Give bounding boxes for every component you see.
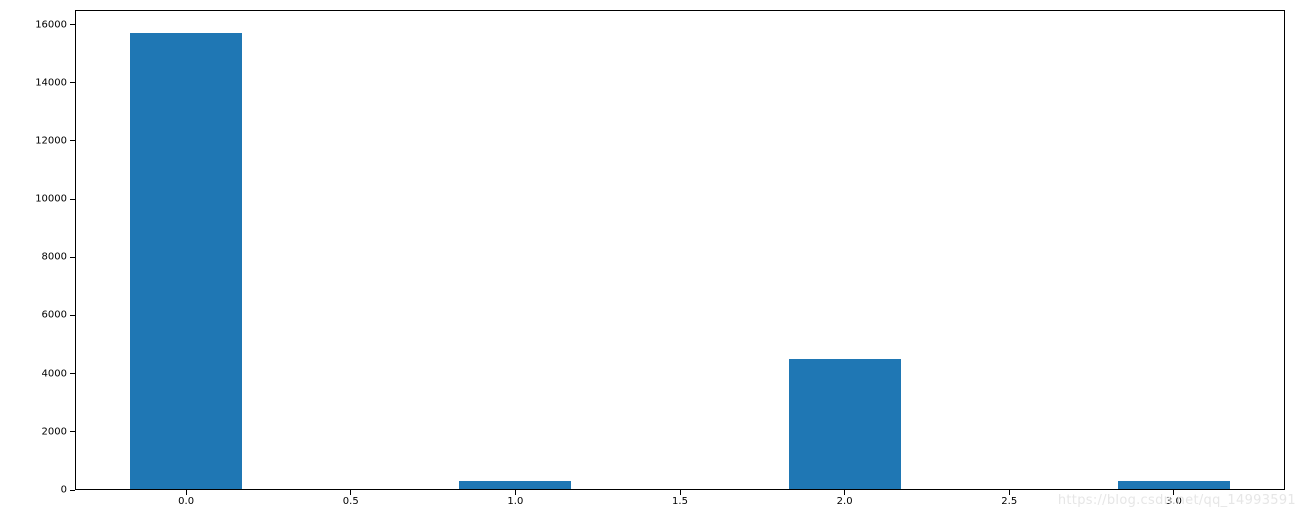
y-tick-label: 10000 <box>35 194 75 205</box>
bar-1 <box>459 481 571 490</box>
y-tick-label: 14000 <box>35 77 75 88</box>
x-tick-label: 2.0 <box>837 490 853 507</box>
y-tick-label: 0 <box>61 485 75 496</box>
x-tick-label: 3.0 <box>1166 490 1182 507</box>
chart-plot-area: 02000400060008000100001200014000160000.0… <box>75 10 1285 490</box>
bar-3 <box>1118 481 1230 490</box>
x-tick-label: 1.5 <box>672 490 688 507</box>
y-tick-label: 2000 <box>42 426 75 437</box>
x-tick-label: 1.0 <box>507 490 523 507</box>
chart-bars-layer <box>75 10 1285 490</box>
y-tick-label: 16000 <box>35 19 75 30</box>
y-tick-label: 4000 <box>42 368 75 379</box>
y-tick-label: 6000 <box>42 310 75 321</box>
y-tick-label: 8000 <box>42 252 75 263</box>
y-tick-label: 12000 <box>35 135 75 146</box>
x-tick-label: 2.5 <box>1001 490 1017 507</box>
x-tick-label: 0.0 <box>178 490 194 507</box>
bar-0 <box>130 33 242 490</box>
x-tick-label: 0.5 <box>343 490 359 507</box>
bar-2 <box>789 359 901 490</box>
